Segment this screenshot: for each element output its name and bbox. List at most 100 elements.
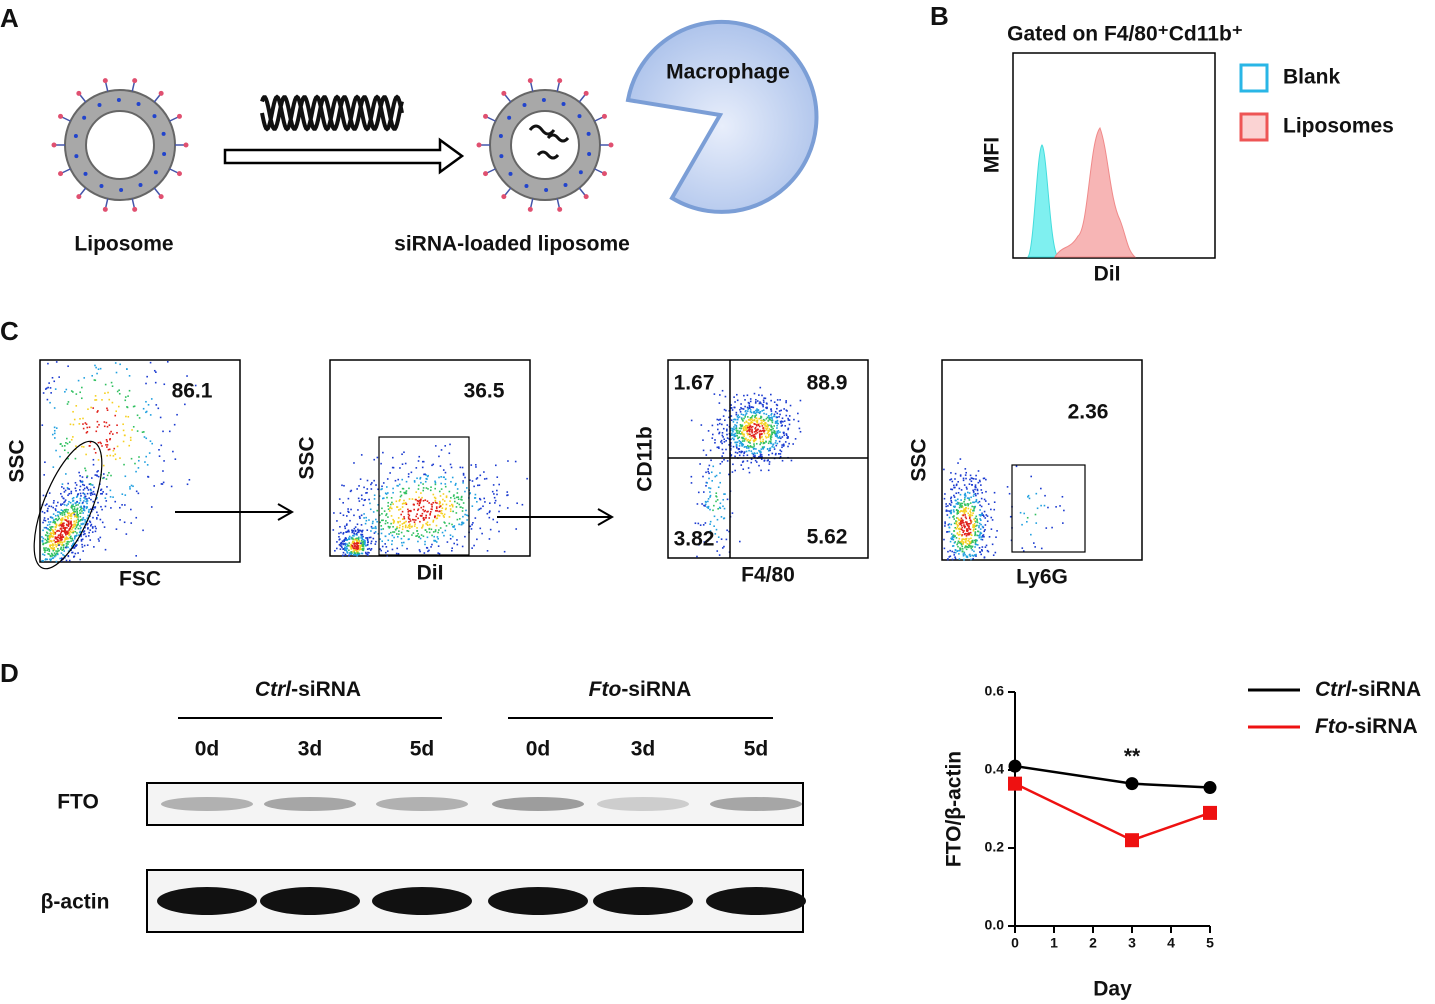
- event-dot: [765, 406, 767, 409]
- event-dot: [145, 382, 147, 385]
- event-dot: [65, 473, 67, 475]
- event-dot: [768, 463, 771, 465]
- event-dot: [82, 550, 85, 552]
- event-dot: [506, 491, 509, 493]
- event-dot: [418, 502, 421, 505]
- event-dot: [53, 554, 55, 557]
- event-dot: [61, 495, 63, 498]
- event-dot: [767, 429, 770, 432]
- event-dot: [415, 515, 418, 518]
- event-dot: [441, 512, 444, 515]
- event-dot: [54, 508, 57, 510]
- event-dot: [778, 435, 781, 438]
- event-dot: [398, 530, 400, 532]
- event-dot: [67, 555, 70, 558]
- event-dot: [422, 489, 425, 492]
- event-dot: [50, 392, 52, 394]
- event-dot: [82, 446, 85, 448]
- event-dot: [64, 510, 67, 513]
- event-dot: [980, 484, 982, 486]
- event-dot: [950, 538, 953, 540]
- event-dot: [362, 504, 365, 507]
- event-dot: [55, 505, 58, 507]
- event-dot: [61, 549, 64, 552]
- event-dot: [963, 524, 965, 526]
- event-dot: [130, 457, 133, 460]
- event-dot: [966, 530, 968, 532]
- event-dot: [88, 426, 91, 429]
- event-dot: [414, 519, 417, 521]
- event-dot: [976, 539, 978, 542]
- event-dot: [384, 551, 387, 554]
- event-dot: [103, 526, 106, 528]
- event-dot: [67, 516, 69, 519]
- event-dot: [1022, 550, 1025, 552]
- event-dot: [458, 518, 461, 520]
- event-dot: [767, 420, 770, 422]
- event-dot: [478, 508, 481, 510]
- event-dot: [392, 466, 395, 469]
- lipid-head: [132, 206, 138, 212]
- event-dot: [733, 406, 736, 409]
- event-dot: [360, 542, 362, 545]
- event-dot: [708, 487, 710, 489]
- event-dot: [755, 424, 758, 427]
- event-dot: [342, 514, 345, 517]
- event-dot: [417, 532, 419, 535]
- event-dot: [770, 434, 772, 437]
- event-dot: [469, 525, 472, 528]
- event-dot: [987, 550, 990, 553]
- event-dot: [349, 519, 351, 522]
- event-dot: [60, 522, 62, 525]
- event-dot: [943, 497, 946, 500]
- event-dot: [455, 482, 457, 485]
- event-dot: [975, 500, 977, 503]
- event-dot: [399, 520, 401, 523]
- event-dot: [97, 514, 99, 517]
- event-dot: [360, 533, 362, 536]
- event-dot: [747, 467, 750, 469]
- event-dot: [770, 439, 772, 441]
- lipid-dot: [138, 183, 143, 188]
- event-dot: [41, 536, 43, 538]
- event-dot: [47, 521, 50, 523]
- event-dot: [751, 421, 754, 424]
- event-dot: [89, 539, 92, 541]
- event-dot: [444, 445, 447, 447]
- event-dot: [792, 443, 794, 445]
- event-dot: [57, 514, 59, 517]
- event-dot: [1061, 495, 1064, 498]
- event-dot: [958, 541, 961, 544]
- event-dot: [79, 558, 81, 561]
- event-dot: [393, 521, 395, 523]
- event-dot: [994, 551, 997, 554]
- event-dot: [732, 421, 735, 423]
- event-dot: [80, 538, 83, 541]
- event-dot: [62, 544, 65, 546]
- event-dot: [90, 498, 92, 501]
- event-dot: [90, 406, 92, 409]
- event-dot: [760, 454, 763, 456]
- event-dot: [738, 450, 741, 453]
- event-dot: [145, 437, 148, 440]
- event-dot: [963, 552, 966, 554]
- event-dot: [983, 535, 985, 538]
- event-dot: [768, 461, 771, 463]
- event-dot: [56, 539, 59, 541]
- event-dot: [42, 392, 45, 394]
- event-dot: [721, 423, 723, 426]
- event-dot: [67, 532, 69, 535]
- event-dot: [124, 494, 127, 496]
- event-dot: [476, 477, 479, 479]
- event-dot: [48, 541, 51, 543]
- event-dot: [981, 550, 983, 552]
- event-dot: [46, 532, 49, 534]
- event-dot: [75, 544, 78, 546]
- event-dot: [354, 542, 357, 545]
- event-dot: [765, 440, 767, 443]
- event-dot: [775, 403, 778, 406]
- event-dot: [366, 553, 369, 556]
- event-dot: [438, 552, 441, 555]
- event-dot: [770, 410, 773, 412]
- event-dot: [952, 484, 955, 487]
